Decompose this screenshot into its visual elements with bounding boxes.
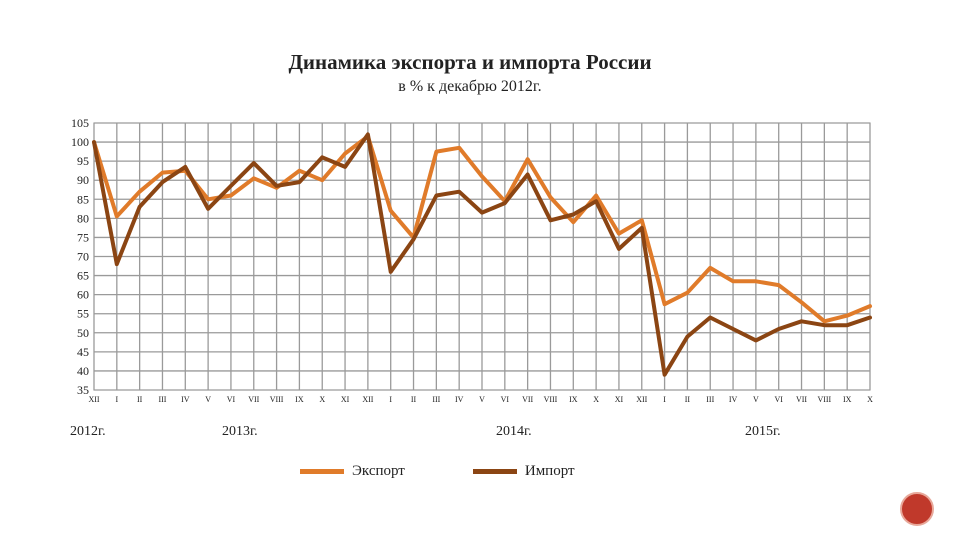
x-tick-label: IX [843,395,852,404]
year-label-2012: 2012г. [70,424,106,439]
legend-item-import: Импорт [472,462,575,480]
x-tick-label: II [685,395,691,404]
series-line-import [92,132,872,377]
year-label-2013: 2013г. [222,424,258,439]
x-tick-label: VII [248,395,259,404]
legend-swatch-export [300,468,344,474]
legend: Экспорт Импорт [300,460,643,482]
legend-label-export: Экспорт [352,462,405,479]
x-tick-label: IX [295,395,304,404]
x-tick-label: III [158,395,166,404]
x-tick-label: II [137,395,143,404]
x-tick-label: XII [88,395,99,404]
x-tick-label: VIII [270,395,284,404]
series-lines [92,132,872,377]
x-tick-label: V [479,395,485,404]
y-axis: 35 40 45 50 55 60 65 70 75 80 85 90 95 100 105 [71,116,89,397]
x-tick-label: IV [181,395,190,404]
x-tick-label: IX [569,395,578,404]
legend-swatch-import [472,468,517,474]
x-tick-label: II [411,395,417,404]
y-tick-label: 95 [77,154,89,168]
chart-title: Динамика экспорта и импорта России [288,50,652,74]
y-tick-label: 35 [77,383,89,397]
y-tick-label: 105 [71,116,89,130]
y-tick-label: 65 [77,269,89,283]
year-label-2015: 2015г. [745,424,781,439]
x-tick-label: XI [615,395,624,404]
page-number-badge [900,492,934,526]
grid [93,122,871,391]
x-tick-label: V [205,395,211,404]
legend-label-import: Импорт [524,462,575,479]
year-label-2014: 2014г. [496,424,532,439]
x-tick-label: I [115,395,118,404]
y-tick-label: 85 [77,192,89,206]
x-tick-label: V [753,395,759,404]
x-tick-label: VII [522,395,533,404]
x-tick-label: X [593,395,599,404]
x-tick-label: XII [636,395,647,404]
series-line-export [92,134,872,324]
y-tick-label: 45 [77,345,89,359]
y-tick-label: 55 [77,307,89,321]
x-tick-label: X [319,395,325,404]
x-tick-label: VI [501,395,510,404]
x-tick-label: IV [455,395,464,404]
x-tick-label: VII [796,395,807,404]
x-axis: XII I II III IV V VI VII VIII IX X XI XII I II III IV V VI… [88,395,873,404]
y-tick-label: 60 [77,288,89,302]
x-tick-label: XII [362,395,373,404]
x-tick-label: III [432,395,440,404]
y-tick-label: 80 [77,211,89,225]
x-tick-label: I [663,395,666,404]
x-tick-label: VIII [544,395,558,404]
y-tick-label: 90 [77,173,89,187]
y-tick-label: 40 [77,364,89,378]
y-tick-label: 70 [77,250,89,264]
x-tick-label: IV [729,395,738,404]
y-tick-label: 100 [71,135,89,149]
x-tick-label: III [706,395,714,404]
x-tick-label: I [389,395,392,404]
x-tick-label: XI [341,395,350,404]
x-tick-label: VIII [817,395,831,404]
x-tick-label: VI [227,395,236,404]
legend-item-export: Экспорт [300,463,405,480]
y-tick-label: 75 [77,230,89,244]
x-tick-label: VI [774,395,783,404]
y-tick-label: 50 [77,326,89,340]
x-tick-label: X [867,395,873,404]
chart-subtitle: в % к декабрю 2012г. [398,78,542,95]
